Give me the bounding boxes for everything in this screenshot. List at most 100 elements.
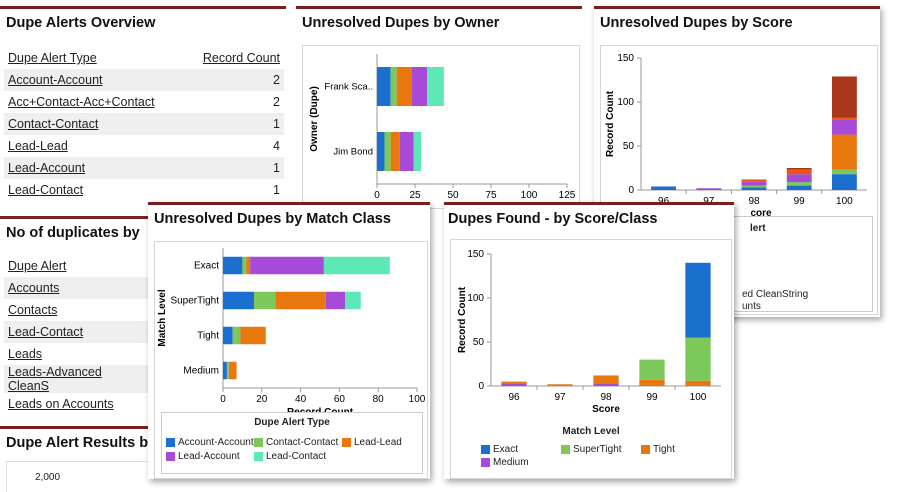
- x-tick-label: 125: [559, 190, 576, 201]
- bar-segment: [696, 188, 722, 190]
- panel-title: Unresolved Dupes by Match Class: [154, 211, 391, 227]
- legend-item: Account-Account: [166, 437, 254, 448]
- bar-segment: [741, 181, 767, 186]
- record-count: 4: [273, 139, 280, 153]
- legend-item: Contact-Contact: [254, 437, 338, 448]
- table-row: Lead-Contact 1: [4, 179, 284, 201]
- legend-item: SuperTight: [561, 444, 622, 455]
- panel-title: Dupe Alert Results b: [6, 435, 149, 451]
- x-tick-label: 96: [658, 196, 670, 207]
- table-row: Acc+Contact-Acc+Contact 2: [4, 91, 284, 113]
- bar-segment: [786, 174, 812, 183]
- bar-segment: [390, 67, 397, 106]
- category-label: Exact: [194, 261, 219, 272]
- match-class-chart: 0 20 40 60 80 100 Exact SuperTight Tight Medium Ma…: [157, 248, 426, 418]
- bar-segment: [427, 67, 444, 106]
- bar-segment: [246, 256, 251, 275]
- bar-segment: [396, 67, 412, 106]
- y-tick-label: 150: [617, 53, 634, 64]
- col-header-type[interactable]: Dupe Alert Type: [8, 51, 97, 65]
- row-link[interactable]: Contacts: [8, 303, 58, 317]
- duplicates-table: Dupe Alert Accounts Contacts Lead-Contac…: [4, 255, 150, 415]
- bar-segment: [831, 117, 857, 120]
- row-link[interactable]: Leads: [8, 347, 43, 361]
- dupes-by-owner-panel: Unresolved Dupes by Owner 0 25 50 75 100 125 F…: [296, 6, 582, 209]
- bar-segment: [226, 361, 229, 380]
- owner-chart: 0 25 50 75 100 125 Frank Sca.. Jim Bond Owner (D…: [309, 54, 576, 201]
- col-header-count[interactable]: Record Count: [202, 51, 280, 65]
- table-header-row: Dupe Alert Type Record Count: [4, 47, 284, 69]
- panel-title: No of duplicates by: [6, 225, 140, 241]
- legend-item: unts: [742, 301, 761, 312]
- x-tick-label: 100: [521, 190, 538, 201]
- bar-segment: [786, 169, 812, 175]
- legend: Match Level Exact SuperTight Tight Mediu…: [451, 424, 731, 478]
- legend: Dupe Alert Type Account-Account Contact-…: [161, 412, 423, 474]
- bar-segment: [399, 132, 414, 171]
- row-link[interactable]: Leads on Accounts: [8, 397, 114, 411]
- x-tick-label: 75: [485, 190, 497, 201]
- y-tick-label: 0: [478, 381, 484, 392]
- bar-segment: [377, 132, 385, 171]
- dupe-alerts-overview-panel: Dupe Alerts Overview Dupe Alert Type Rec…: [0, 6, 286, 199]
- x-tick-label: 0: [220, 394, 226, 405]
- bar-segment: [651, 186, 677, 190]
- row-link[interactable]: Lead-Contact: [4, 321, 150, 343]
- bar-segment: [741, 179, 767, 182]
- x-tick-label: 50: [447, 190, 459, 201]
- bar-segment: [696, 189, 722, 190]
- legend-title: lert: [750, 223, 766, 234]
- bar-segment: [741, 187, 767, 190]
- bar-segment: [275, 291, 326, 310]
- bar-segment: [377, 67, 391, 106]
- legend-item: Lead-Account: [166, 451, 240, 462]
- record-count: 2: [273, 95, 280, 109]
- table-row: Leads-Advanced CleanS: [4, 365, 150, 393]
- no-of-duplicates-panel: No of duplicates by Dupe Alert Accounts …: [0, 216, 150, 415]
- bar-segment: [254, 291, 276, 310]
- bar-segment: [501, 381, 527, 384]
- row-link[interactable]: Contact-Contact: [4, 113, 185, 135]
- bar-segment: [593, 375, 619, 384]
- panel-title: Dupes Found - by Score/Class: [448, 211, 658, 227]
- y-tick-label: 50: [623, 141, 635, 152]
- table-row: Accounts: [4, 277, 150, 299]
- table-row: Lead-Lead 4: [4, 135, 284, 157]
- x-tick-label: 97: [554, 392, 566, 403]
- bar-segment: [223, 361, 227, 380]
- row-link[interactable]: Lead-Contact: [8, 183, 84, 197]
- bar-segment: [242, 256, 247, 275]
- panel-title: Dupe Alerts Overview: [6, 15, 156, 31]
- bar-segment: [831, 174, 857, 190]
- x-tick-label: 97: [703, 196, 715, 207]
- record-count: 2: [184, 69, 284, 91]
- row-link[interactable]: Lead-Account: [4, 157, 185, 179]
- bar-segment: [547, 384, 573, 386]
- bar-segment: [685, 380, 711, 386]
- bar-segment: [685, 337, 711, 381]
- legend-swatch: [166, 438, 175, 447]
- bar-segment: [831, 169, 857, 175]
- row-link[interactable]: Account-Account: [4, 69, 185, 91]
- bar-segment: [501, 383, 527, 386]
- bar-segment: [786, 185, 812, 190]
- table-header-row: Dupe Alert: [4, 255, 150, 277]
- row-link[interactable]: Leads-Advanced CleanS: [4, 365, 150, 393]
- col-header-alert[interactable]: Dupe Alert: [8, 259, 67, 273]
- legend-swatch: [561, 445, 570, 454]
- row-link[interactable]: Lead-Lead: [8, 139, 68, 153]
- row-link[interactable]: Acc+Contact-Acc+Contact: [8, 95, 155, 109]
- legend-item: Tight: [641, 444, 675, 455]
- legend-item: Lead-Contact: [254, 451, 326, 462]
- panel-title: Unresolved Dupes by Score: [600, 15, 793, 31]
- legend-swatch: [254, 452, 263, 461]
- row-link[interactable]: Accounts: [4, 277, 150, 299]
- bar-segment: [345, 291, 361, 310]
- bar-segment: [250, 256, 324, 275]
- bar-segment: [384, 132, 391, 171]
- y-axis-title: Record Count: [457, 286, 468, 353]
- bar-segment: [228, 361, 237, 380]
- bar-segment: [323, 256, 390, 275]
- x-tick-label: 0: [374, 190, 380, 201]
- bar-segment: [639, 379, 665, 386]
